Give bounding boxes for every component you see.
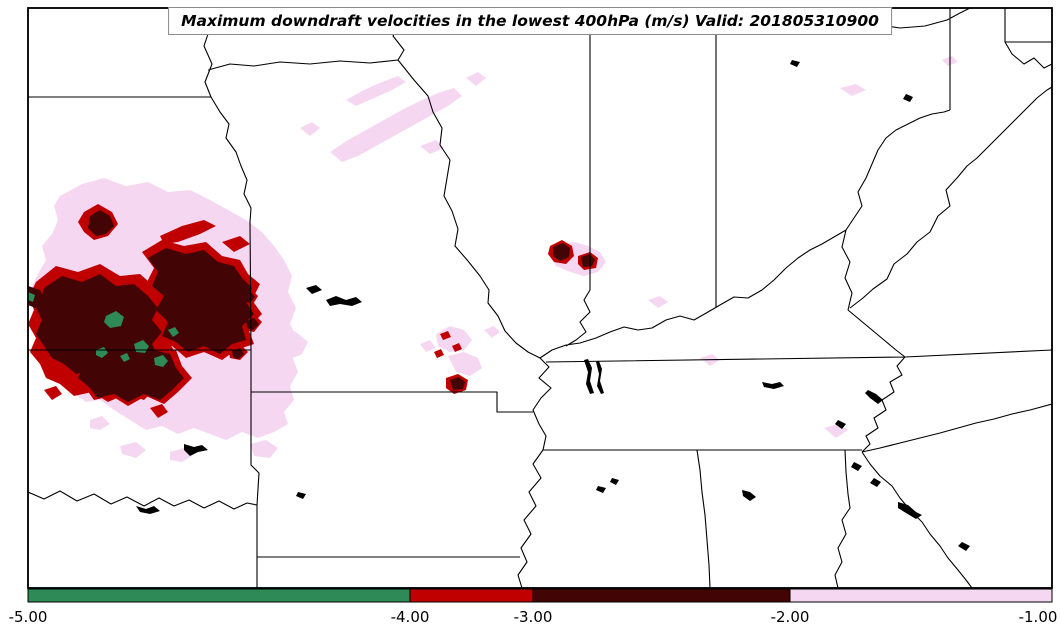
colorbar-tick-4: -1.00 [1019,608,1058,626]
colorbar-tick-2: -3.00 [514,608,553,626]
map-content [28,8,1052,588]
colorbar-tick-0: -5.00 [9,608,48,626]
downdraft-weak-regions [31,56,958,462]
colorbar-tick-1: -4.00 [391,608,430,626]
downdraft-intense-regions [28,210,595,402]
colorbar-segment-darkred [532,588,791,603]
colorbar-tick-3: -2.00 [771,608,810,626]
plot-title: Maximum downdraft velocities in the lowe… [168,7,892,35]
colorbar-segment-green [27,588,411,603]
downdraft-extreme-regions [28,292,179,367]
colorbar-segment-red [409,588,534,603]
colorbar-segment-pink [789,588,1053,603]
state-boundaries [28,8,1052,588]
colorbar: -5.00 -4.00 -3.00 -2.00 -1.00 [9,588,1058,626]
